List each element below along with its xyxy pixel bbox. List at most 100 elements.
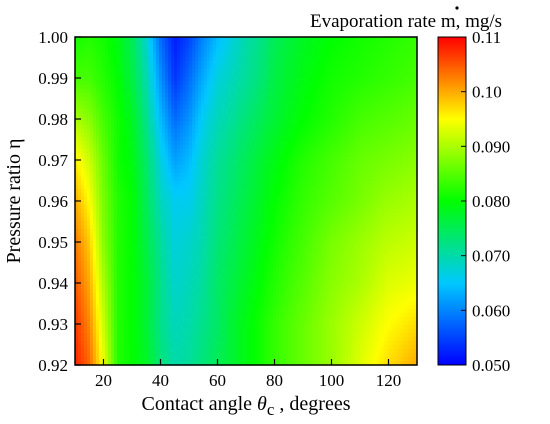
heatmap-cell <box>348 97 352 102</box>
heatmap-cell <box>288 41 292 46</box>
heatmap-cell <box>363 193 367 198</box>
heatmap-cell <box>396 129 400 134</box>
heatmap-cell <box>297 165 301 170</box>
heatmap-cell <box>96 81 100 86</box>
heatmap-cell <box>360 137 364 142</box>
heatmap-cell <box>252 193 256 198</box>
heatmap-cell <box>357 193 361 198</box>
heatmap-cell <box>324 57 328 62</box>
heatmap-cell <box>243 145 247 150</box>
heatmap-cell <box>396 41 400 46</box>
heatmap-cell <box>105 85 109 90</box>
heatmap-cell <box>201 189 205 194</box>
heatmap-cell <box>129 181 133 186</box>
heatmap-cell <box>321 201 325 206</box>
heatmap-cell <box>303 89 307 94</box>
heatmap-cell <box>195 129 199 134</box>
heatmap-cell <box>345 133 349 138</box>
heatmap-cell <box>132 149 136 154</box>
heatmap-cell <box>366 41 370 46</box>
heatmap-cell <box>315 137 319 142</box>
heatmap-cell <box>357 41 361 46</box>
heatmap-cell <box>93 201 97 206</box>
heatmap-cell <box>384 113 388 118</box>
heatmap-cell <box>129 153 133 158</box>
heatmap-cell <box>177 65 181 70</box>
heatmap-cell <box>120 41 124 46</box>
heatmap-cell <box>201 93 205 98</box>
heatmap-cell <box>258 105 262 110</box>
heatmap-cell <box>252 161 256 166</box>
heatmap-cell <box>117 129 121 134</box>
heatmap-cell <box>108 189 112 194</box>
heatmap-cell <box>405 61 409 66</box>
heatmap-cell <box>303 101 307 106</box>
heatmap-cell <box>111 149 115 154</box>
heatmap-cell <box>279 193 283 198</box>
heatmap-cell <box>270 77 274 82</box>
heatmap-cell <box>180 85 184 90</box>
heatmap-cell <box>291 61 295 66</box>
heatmap-cell <box>243 89 247 94</box>
heatmap-cell <box>336 73 340 78</box>
heatmap-cell <box>105 137 109 142</box>
heatmap-cell <box>237 49 241 54</box>
heatmap-cell <box>252 157 256 162</box>
heatmap-cell <box>132 113 136 118</box>
heatmap-cell <box>111 81 115 86</box>
heatmap-cell <box>246 185 250 190</box>
heatmap-cell <box>339 153 343 158</box>
heatmap-cell <box>405 177 409 182</box>
heatmap-cell <box>411 205 415 210</box>
heatmap-cell <box>102 165 106 170</box>
heatmap-cell <box>189 193 193 198</box>
heatmap-cell <box>258 205 262 210</box>
heatmap-cell <box>276 101 280 106</box>
heatmap-cell <box>279 37 283 42</box>
heatmap-cell <box>261 149 265 154</box>
heatmap-cell <box>390 93 394 98</box>
heatmap-cell <box>177 37 181 42</box>
heatmap-cell <box>405 101 409 106</box>
heatmap-cell <box>390 137 394 142</box>
heatmap-cell <box>117 101 121 106</box>
heatmap-cell <box>321 133 325 138</box>
heatmap-cell <box>93 133 97 138</box>
heatmap-cell <box>147 133 151 138</box>
heatmap-cell <box>249 53 253 58</box>
heatmap-cell <box>306 169 310 174</box>
heatmap-cell <box>114 53 118 58</box>
heatmap-cell <box>84 145 88 150</box>
heatmap-cell <box>387 133 391 138</box>
heatmap-cell <box>330 129 334 134</box>
heatmap-cell <box>243 125 247 130</box>
heatmap-cell <box>198 125 202 130</box>
heatmap-cell <box>156 137 160 142</box>
heatmap-cell <box>144 37 148 42</box>
heatmap-cell <box>75 45 79 50</box>
heatmap-cell <box>351 129 355 134</box>
heatmap-cell <box>210 209 214 214</box>
heatmap-cell <box>108 125 112 130</box>
heatmap-cell <box>132 61 136 66</box>
heatmap-cell <box>111 185 115 190</box>
heatmap-cell <box>351 37 355 42</box>
heatmap-cell <box>234 137 238 142</box>
heatmap-cell <box>306 57 310 62</box>
heatmap-cell <box>291 117 295 122</box>
heatmap-cell <box>264 105 268 110</box>
heatmap-cell <box>108 89 112 94</box>
heatmap-cell <box>150 125 154 130</box>
heatmap-cell <box>348 61 352 66</box>
heatmap-cell <box>324 89 328 94</box>
heatmap-cell <box>246 189 250 194</box>
heatmap-cell <box>363 93 367 98</box>
heatmap-cell <box>324 153 328 158</box>
heatmap-cell <box>321 209 325 214</box>
heatmap-cell <box>228 97 232 102</box>
heatmap-cell <box>288 145 292 150</box>
heatmap-cell <box>153 205 157 210</box>
heatmap-cell <box>141 133 145 138</box>
heatmap-cell <box>414 145 418 150</box>
heatmap-cell <box>243 97 247 102</box>
